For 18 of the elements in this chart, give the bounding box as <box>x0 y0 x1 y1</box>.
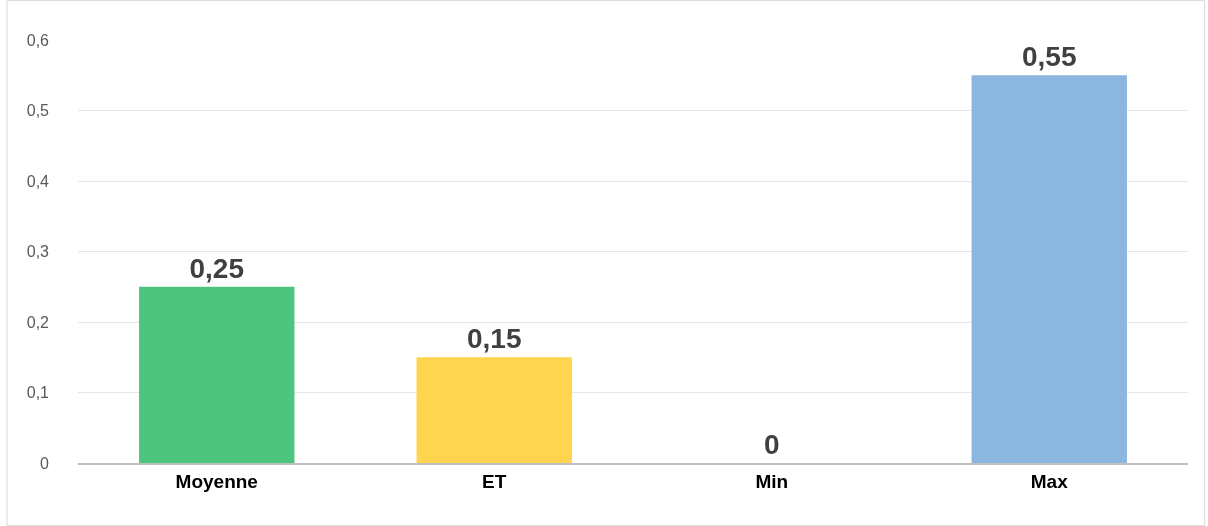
data-label: 0 <box>763 429 780 460</box>
y-tick-label: 0,4 <box>26 172 50 190</box>
bar <box>139 286 295 463</box>
x-tick-label: Min <box>755 470 789 492</box>
y-tick-label: 0,1 <box>26 384 50 402</box>
data-label: 0,55 <box>1022 41 1077 73</box>
y-tick-label: 0,2 <box>26 313 50 331</box>
x-tick-label: Max <box>1030 470 1069 492</box>
x-tick-label: Moyenne <box>175 470 258 492</box>
bar <box>416 357 572 463</box>
y-tick-label: 0,3 <box>26 243 50 261</box>
data-label: 0,25 <box>189 252 244 284</box>
data-label: 0,15 <box>467 323 522 355</box>
bar <box>971 75 1127 463</box>
y-tick-label: 0,5 <box>26 102 50 120</box>
y-tick-label: 0,6 <box>26 31 50 49</box>
x-tick-label: ET <box>482 470 507 492</box>
y-tick-label: 0 <box>40 454 50 472</box>
